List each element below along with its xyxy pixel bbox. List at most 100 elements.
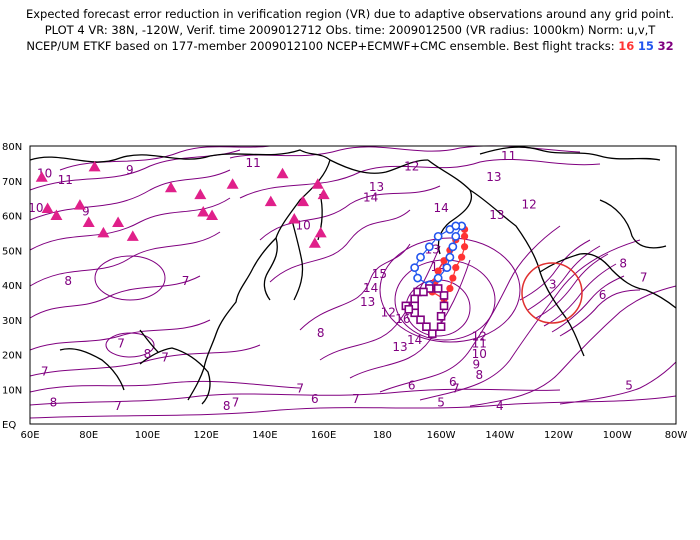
track-square xyxy=(439,301,449,311)
contour-label: 10 xyxy=(28,201,43,215)
track-ring xyxy=(442,263,452,273)
receptor-triangle xyxy=(82,216,95,227)
receptor-triangle xyxy=(88,160,101,172)
latitude-labels: 80N 70N 60N 50N 40N 30N 20N 10N EQ xyxy=(2,142,22,431)
track-dot xyxy=(434,267,442,275)
contour-label: 13 xyxy=(360,295,375,309)
contour-label: 8 xyxy=(50,396,58,410)
track-ring xyxy=(451,231,461,241)
coastlines xyxy=(29,146,677,405)
contour-label: 12 xyxy=(404,159,419,173)
receptor-triangle xyxy=(226,178,239,189)
contour-label: 5 xyxy=(437,396,445,410)
lon-label: 180 xyxy=(373,430,392,441)
lon-label: 80W xyxy=(665,430,688,441)
contour-label: 14 xyxy=(363,191,378,205)
flight-track-15 xyxy=(410,221,467,290)
track-ring xyxy=(451,221,461,231)
contour-label: 8 xyxy=(144,347,152,361)
contour-label: 8 xyxy=(475,368,483,382)
receptor-triangles xyxy=(35,160,330,248)
lon-label: 100E xyxy=(135,430,160,441)
contour-label: 8 xyxy=(317,326,325,340)
contour-label: 10 xyxy=(472,347,487,361)
lon-label: 120E xyxy=(193,430,218,441)
contour-label: 12 xyxy=(472,330,487,344)
receptor-triangle xyxy=(317,188,330,200)
contour-label: 9 xyxy=(473,357,481,371)
contour-label: 14 xyxy=(433,201,448,215)
contour-label: 6 xyxy=(408,378,416,392)
title-line-1: Expected forecast error reduction in ver… xyxy=(25,7,675,21)
contour-label: 7 xyxy=(114,399,122,413)
receptor-triangle xyxy=(126,230,139,241)
track-dot xyxy=(446,284,454,293)
receptor-triangle xyxy=(264,195,277,207)
contour-label: 6 xyxy=(599,288,607,302)
contour-label: 7 xyxy=(182,274,190,288)
receptor-triangle xyxy=(311,178,324,189)
lat-label: EQ xyxy=(2,420,16,431)
contour-label: 11 xyxy=(472,337,487,351)
title-line-3: NCEP/UM ETKF based on 177-member 2009012… xyxy=(0,38,700,54)
track-dot xyxy=(460,232,469,240)
receptor-triangle xyxy=(308,237,321,248)
verification-region-circle xyxy=(521,262,583,324)
lon-label: 140W xyxy=(485,430,514,441)
plot-title: Expected forecast error reduction in ver… xyxy=(0,6,700,54)
contour-label: 8 xyxy=(619,257,627,271)
lon-label: 100W xyxy=(603,430,632,441)
title-line-2: PLOT 4 VR: 38N, -120W, Verif. time 20090… xyxy=(44,23,656,37)
track-blue-id: 15 xyxy=(637,39,654,53)
receptor-triangle xyxy=(97,226,110,238)
contour-label: 14 xyxy=(363,281,378,295)
lon-label: 60E xyxy=(20,430,39,441)
contour-label: 5 xyxy=(625,378,633,392)
contour-label: 11 xyxy=(501,149,516,163)
receptor-triangle xyxy=(35,171,48,182)
track-square xyxy=(439,291,449,300)
receptor-triangle xyxy=(194,188,207,200)
longitude-labels: 60E 80E 100E 120E 140E 160E 180 160W 140W 120W 100… xyxy=(20,430,687,441)
contour-label: 8 xyxy=(64,274,72,288)
track-ring xyxy=(413,273,422,283)
contour-label: 7 xyxy=(640,271,648,285)
track-ring xyxy=(433,273,443,283)
receptor-triangle xyxy=(73,199,86,210)
contour-label: 14 xyxy=(407,333,422,347)
track-square xyxy=(416,315,425,325)
contour-label: 7 xyxy=(41,364,49,378)
track-ring xyxy=(416,252,425,262)
track-square xyxy=(404,305,414,314)
track-dot xyxy=(460,243,469,251)
track-dot xyxy=(449,274,457,282)
lat-label: 80N xyxy=(2,142,22,153)
receptor-triangle xyxy=(197,206,210,217)
track-ring xyxy=(448,242,458,252)
contour-label: 12 xyxy=(381,305,396,319)
contour-label: 6 xyxy=(311,392,319,406)
title-line-3-text: NCEP/UM ETKF based on 177-member 2009012… xyxy=(26,39,615,53)
contour-label: 13 xyxy=(392,340,407,354)
lat-label: 60N xyxy=(2,212,22,223)
track-square xyxy=(410,294,419,304)
receptor-triangle xyxy=(50,209,63,220)
flight-track-32 xyxy=(401,284,449,338)
track-square xyxy=(436,322,446,332)
contour-label: 15 xyxy=(372,267,387,281)
track-square xyxy=(422,322,431,332)
track-red-id: 16 xyxy=(618,39,635,53)
track-square xyxy=(436,311,446,321)
contour-label: 7 xyxy=(232,396,240,410)
track-square xyxy=(433,284,443,293)
receptor-triangle xyxy=(112,216,125,227)
track-ring xyxy=(410,263,420,273)
contour-label: 4 xyxy=(496,399,504,413)
lon-label: 160W xyxy=(427,430,456,441)
contour-label: 8 xyxy=(223,399,231,413)
lat-label: 30N xyxy=(2,316,22,327)
receptor-triangle xyxy=(276,167,289,179)
contour-label: 9 xyxy=(82,205,90,219)
